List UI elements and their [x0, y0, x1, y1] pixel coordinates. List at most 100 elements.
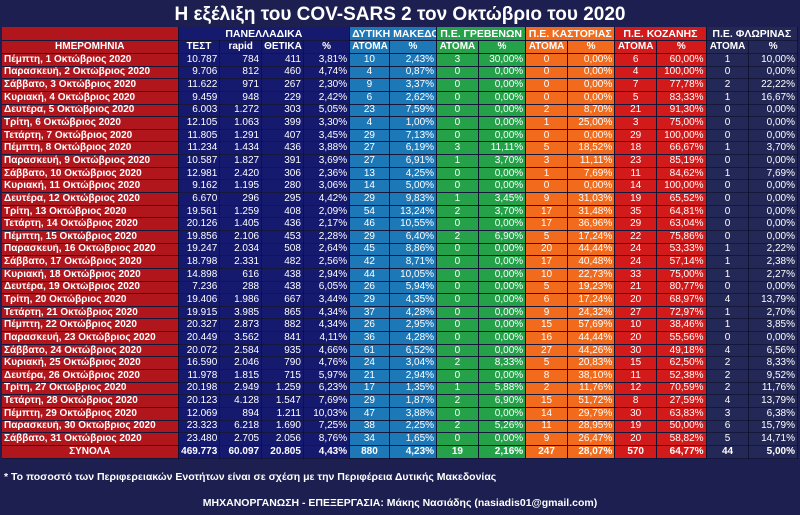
grevena-pct-cell: 5,88%	[478, 382, 527, 396]
florina-pct-cell: 0,00%	[748, 205, 798, 219]
grevena-people-cell: 3	[436, 141, 479, 156]
florina-pct-cell: 8,33%	[748, 356, 798, 371]
kastoria-pct-cell: 31,03%	[567, 192, 616, 206]
date-cell: Τρίτη, 27 Οκτώβριος 2020	[2, 382, 179, 396]
makedonia-people-cell: 14	[349, 179, 390, 194]
header-people: ΑΤΟΜΑ	[436, 40, 479, 54]
rapid-cell: 1.434	[219, 141, 263, 156]
kozani-people-cell: 29	[614, 129, 658, 143]
positive-cell: 482	[261, 255, 304, 269]
makedonia-pct-cell: 4,25%	[389, 167, 438, 181]
date-cell: Τετάρτη, 14 Οκτώβριος 2020	[2, 217, 179, 231]
kastoria-pct-cell: 0,00%	[567, 78, 616, 92]
florina-pct-cell: 0,00%	[748, 230, 798, 244]
florina-pct-cell: 9,52%	[748, 369, 798, 383]
date-cell: Σάββατο, 24 Οκτώβριος 2020	[2, 344, 179, 358]
makedonia-people-cell: 42	[349, 255, 390, 269]
grevena-pct-cell: 0,00%	[478, 407, 527, 421]
tests-cell: 16.590	[178, 356, 221, 371]
positive-pct-cell: 2,09%	[303, 205, 351, 219]
florina-people-cell: 0	[706, 205, 750, 219]
florina-people-cell: 0	[706, 66, 750, 80]
kozani-people-cell: 29	[614, 217, 658, 231]
tests-cell: 6.670	[178, 192, 221, 206]
kozani-pct-cell: 83,33%	[656, 91, 707, 105]
florina-people-cell: 0	[706, 116, 750, 130]
positive-pct-cell: 2,28%	[303, 230, 351, 244]
tests-cell: 19.856	[178, 230, 221, 244]
date-cell: Τετάρτη, 28 Οκτώβριος 2020	[2, 394, 179, 408]
positive-cell: 460	[261, 66, 304, 80]
positive-cell: 280	[261, 179, 304, 194]
grevena-pct-cell: 0,00%	[478, 281, 527, 295]
makedonia-people-cell: 34	[349, 432, 390, 446]
positive-pct-cell: 3,81%	[303, 53, 351, 67]
kozani-people-cell: 22	[614, 230, 658, 244]
date-cell: Σάββατο, 3 Οκτώβριος 2020	[2, 78, 179, 92]
table-row: Τρίτη, 27 Οκτώβριος 2020 20.198 2.949 1.259…	[2, 382, 798, 396]
table-row: Τετάρτη, 28 Οκτώβριος 2020 20.123 4.128 1.5…	[2, 394, 798, 408]
makedonia-pct-cell: 1,35%	[389, 382, 438, 396]
header-pct: %	[478, 40, 527, 54]
tests-cell: 11.622	[178, 78, 221, 92]
kozani-pct-cell: 84,62%	[656, 167, 707, 181]
kozani-pct-cell: 60,00%	[656, 53, 707, 67]
date-cell: Δευτέρα, 19 Οκτώβριος 2020	[2, 281, 179, 295]
positive-cell: 1.690	[261, 420, 304, 434]
total-tests-cell: 469.773	[178, 445, 221, 459]
positive-cell: 229	[261, 91, 304, 105]
table-row: Πέμπτη, 8 Οκτώβριος 2020 11.234 1.434 436 3,…	[2, 141, 798, 156]
date-cell: Σάββατο, 31 Οκτώβριος 2020	[2, 432, 179, 446]
kozani-people-cell: 27	[614, 306, 658, 320]
total-kozani-people-cell: 570	[614, 445, 658, 459]
header-people: ΑΤΟΜΑ	[614, 40, 658, 54]
makedonia-pct-cell: 6,91%	[389, 154, 438, 168]
date-cell: Τετάρτη, 21 Οκτώβριος 2020	[2, 306, 179, 320]
header-people: ΑΤΟΜΑ	[349, 40, 390, 54]
kozani-people-cell: 14	[614, 179, 658, 194]
positive-cell: 438	[261, 268, 304, 282]
header-date: ΗΜΕΡΟΜΗΝΙΑ	[2, 40, 179, 54]
florina-people-cell: 2	[706, 382, 750, 396]
makedonia-people-cell: 6	[349, 91, 390, 105]
makedonia-pct-cell: 0,87%	[389, 66, 438, 80]
kastoria-people-cell: 0	[525, 78, 568, 92]
kastoria-pct-cell: 18,52%	[567, 141, 616, 156]
kastoria-people-cell: 15	[525, 394, 568, 408]
kastoria-pct-cell: 36,96%	[567, 217, 616, 231]
kastoria-people-cell: 17	[525, 255, 568, 269]
grevena-pct-cell: 0,00%	[478, 91, 527, 105]
makedonia-people-cell: 9	[349, 78, 390, 92]
table-row: Τρίτη, 20 Οκτώβριος 2020 19.406 1.986 667 3,…	[2, 293, 798, 307]
kozani-people-cell: 8	[614, 394, 658, 408]
grevena-people-cell: 0	[436, 293, 479, 307]
kastoria-pct-cell: 44,26%	[567, 344, 616, 358]
kastoria-pct-cell: 22,73%	[567, 268, 616, 282]
kozani-people-cell: 11	[614, 167, 658, 181]
grevena-people-cell: 2	[436, 420, 479, 434]
tests-cell: 23.480	[178, 432, 221, 446]
kastoria-people-cell: 0	[525, 53, 568, 67]
kastoria-people-cell: 6	[525, 293, 568, 307]
kastoria-people-cell: 2	[525, 104, 568, 118]
kozani-pct-cell: 68,97%	[656, 293, 707, 307]
grevena-pct-cell: 8,33%	[478, 356, 527, 371]
positive-pct-cell: 4,11%	[303, 331, 351, 345]
makedonia-pct-cell: 4,28%	[389, 306, 438, 320]
grevena-people-cell: 0	[436, 66, 479, 80]
table-row: Κυριακή, 25 Οκτώβριος 2020 16.590 2.046 790…	[2, 356, 798, 371]
header-dytiki-makedonia: ΔΥΤΙΚΗ ΜΑΚΕΔΟΝΙΑ	[349, 27, 438, 41]
total-makedonia-pct-cell: 4,23%	[389, 445, 438, 459]
kozani-people-cell: 19	[614, 192, 658, 206]
florina-people-cell: 0	[706, 230, 750, 244]
makedonia-people-cell: 38	[349, 420, 390, 434]
tests-cell: 12.069	[178, 407, 221, 421]
kozani-pct-cell: 75,00%	[656, 268, 707, 282]
florina-pct-cell: 22,22%	[748, 78, 798, 92]
table-row: Δευτέρα, 19 Οκτώβριος 2020 7.236 288 438 6,0…	[2, 281, 798, 295]
date-cell: Πέμπτη, 22 Οκτώβριος 2020	[2, 318, 179, 333]
florina-pct-cell: 13,79%	[748, 293, 798, 307]
tests-cell: 12.981	[178, 167, 221, 181]
grevena-people-cell: 0	[436, 78, 479, 92]
grevena-people-cell: 0	[436, 369, 479, 383]
